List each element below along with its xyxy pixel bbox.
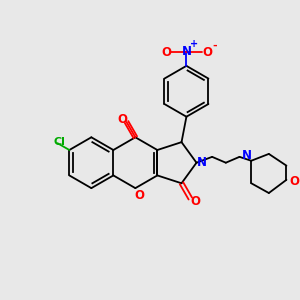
Text: O: O bbox=[161, 46, 171, 59]
Text: O: O bbox=[289, 175, 299, 188]
Text: O: O bbox=[134, 190, 144, 202]
Text: N: N bbox=[182, 45, 191, 58]
Text: N: N bbox=[197, 156, 207, 169]
Text: O: O bbox=[190, 195, 200, 208]
Text: -: - bbox=[213, 40, 218, 50]
Text: Cl: Cl bbox=[53, 137, 65, 147]
Text: +: + bbox=[190, 39, 199, 49]
Text: O: O bbox=[202, 46, 212, 59]
Text: O: O bbox=[118, 112, 128, 126]
Text: N: N bbox=[242, 149, 252, 162]
